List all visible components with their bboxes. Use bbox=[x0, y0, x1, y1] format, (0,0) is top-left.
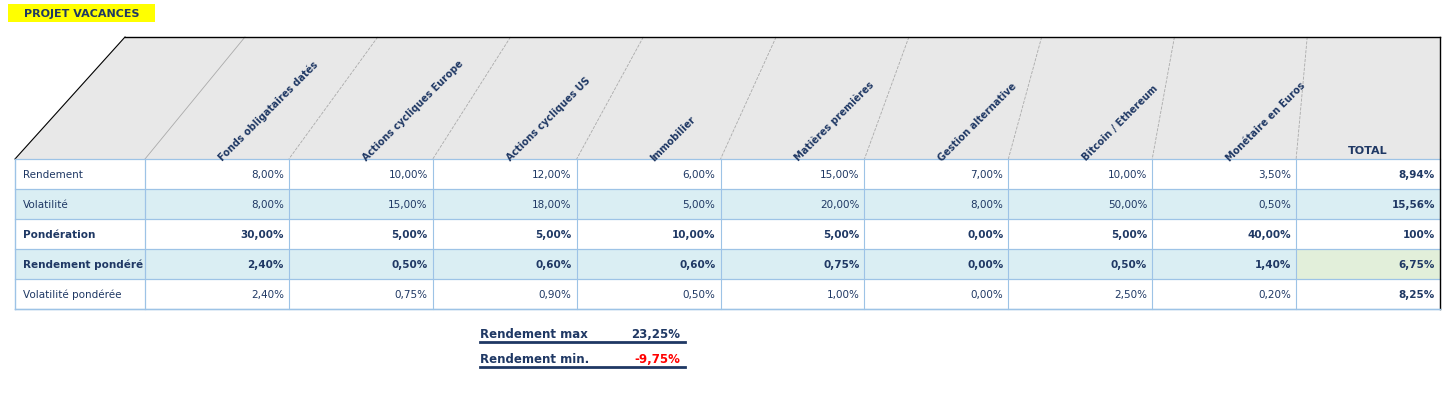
Text: 30,00%: 30,00% bbox=[241, 230, 284, 239]
Text: Rendement pondéré: Rendement pondéré bbox=[23, 259, 144, 270]
Text: 1,00%: 1,00% bbox=[827, 289, 859, 299]
Bar bbox=[15, 249, 1439, 279]
Text: 20,00%: 20,00% bbox=[820, 200, 859, 209]
Bar bbox=[15, 190, 1439, 220]
Bar bbox=[9, 5, 155, 23]
Text: TOTAL: TOTAL bbox=[1348, 146, 1387, 156]
Text: Volatilité: Volatilité bbox=[23, 200, 68, 209]
Text: 15,56%: 15,56% bbox=[1392, 200, 1435, 209]
Text: -9,75%: -9,75% bbox=[634, 353, 681, 366]
Text: 100%: 100% bbox=[1403, 230, 1435, 239]
Text: 0,75%: 0,75% bbox=[395, 289, 428, 299]
Text: 15,00%: 15,00% bbox=[820, 170, 859, 179]
Text: 0,50%: 0,50% bbox=[1111, 259, 1148, 269]
Text: Immobilier: Immobilier bbox=[649, 114, 698, 163]
Text: 5,00%: 5,00% bbox=[1111, 230, 1148, 239]
Text: 23,25%: 23,25% bbox=[631, 328, 681, 341]
Text: 0,60%: 0,60% bbox=[679, 259, 715, 269]
Text: 5,00%: 5,00% bbox=[392, 230, 428, 239]
Text: 8,00%: 8,00% bbox=[251, 200, 284, 209]
Text: 40,00%: 40,00% bbox=[1248, 230, 1291, 239]
Text: Actions cycliques US: Actions cycliques US bbox=[505, 75, 592, 163]
Text: 2,50%: 2,50% bbox=[1114, 289, 1148, 299]
Text: Gestion alternative: Gestion alternative bbox=[936, 81, 1019, 163]
Text: Rendement max: Rendement max bbox=[480, 328, 588, 341]
Text: Matières premières: Matières premières bbox=[792, 80, 876, 163]
Text: 5,00%: 5,00% bbox=[682, 200, 715, 209]
Text: PROJET VACANCES: PROJET VACANCES bbox=[23, 9, 139, 19]
Bar bbox=[1296, 249, 1439, 279]
Text: 0,75%: 0,75% bbox=[823, 259, 859, 269]
Text: 8,00%: 8,00% bbox=[971, 200, 1003, 209]
Text: Fonds obligataires datés: Fonds obligataires datés bbox=[218, 60, 321, 163]
Bar bbox=[15, 279, 1439, 309]
Text: 10,00%: 10,00% bbox=[672, 230, 715, 239]
Text: 0,50%: 0,50% bbox=[1258, 200, 1291, 209]
Text: 2,40%: 2,40% bbox=[251, 289, 284, 299]
Text: 15,00%: 15,00% bbox=[389, 200, 428, 209]
Text: 0,00%: 0,00% bbox=[971, 289, 1003, 299]
Text: 12,00%: 12,00% bbox=[533, 170, 572, 179]
Text: 10,00%: 10,00% bbox=[389, 170, 428, 179]
Text: 6,00%: 6,00% bbox=[682, 170, 715, 179]
Text: Rendement min.: Rendement min. bbox=[480, 353, 589, 366]
Text: Pondération: Pondération bbox=[23, 230, 96, 239]
Text: 2,40%: 2,40% bbox=[248, 259, 284, 269]
Bar bbox=[15, 160, 1439, 190]
Text: 50,00%: 50,00% bbox=[1109, 200, 1148, 209]
Text: Rendement: Rendement bbox=[23, 170, 83, 179]
Text: Bitcoin / Ethereum: Bitcoin / Ethereum bbox=[1081, 84, 1159, 163]
Text: 0,50%: 0,50% bbox=[682, 289, 715, 299]
Text: 5,00%: 5,00% bbox=[535, 230, 572, 239]
Text: 7,00%: 7,00% bbox=[971, 170, 1003, 179]
Text: 0,60%: 0,60% bbox=[535, 259, 572, 269]
Text: 8,94%: 8,94% bbox=[1399, 170, 1435, 179]
Text: 8,25%: 8,25% bbox=[1399, 289, 1435, 299]
Text: Monétaire en Euros: Monétaire en Euros bbox=[1225, 80, 1307, 163]
Text: 0,50%: 0,50% bbox=[392, 259, 428, 269]
Text: 0,90%: 0,90% bbox=[538, 289, 572, 299]
Text: 10,00%: 10,00% bbox=[1109, 170, 1148, 179]
Text: Volatilité pondérée: Volatilité pondérée bbox=[23, 289, 122, 300]
Bar bbox=[15, 220, 1439, 249]
Text: 0,00%: 0,00% bbox=[966, 259, 1003, 269]
Text: 0,20%: 0,20% bbox=[1258, 289, 1291, 299]
Text: 5,00%: 5,00% bbox=[823, 230, 859, 239]
Text: 3,50%: 3,50% bbox=[1258, 170, 1291, 179]
Text: 0,00%: 0,00% bbox=[966, 230, 1003, 239]
Text: 18,00%: 18,00% bbox=[533, 200, 572, 209]
Text: 1,40%: 1,40% bbox=[1255, 259, 1291, 269]
Text: Actions cycliques Europe: Actions cycliques Europe bbox=[361, 59, 466, 163]
Text: 6,75%: 6,75% bbox=[1399, 259, 1435, 269]
PathPatch shape bbox=[15, 38, 1439, 160]
Text: 8,00%: 8,00% bbox=[251, 170, 284, 179]
